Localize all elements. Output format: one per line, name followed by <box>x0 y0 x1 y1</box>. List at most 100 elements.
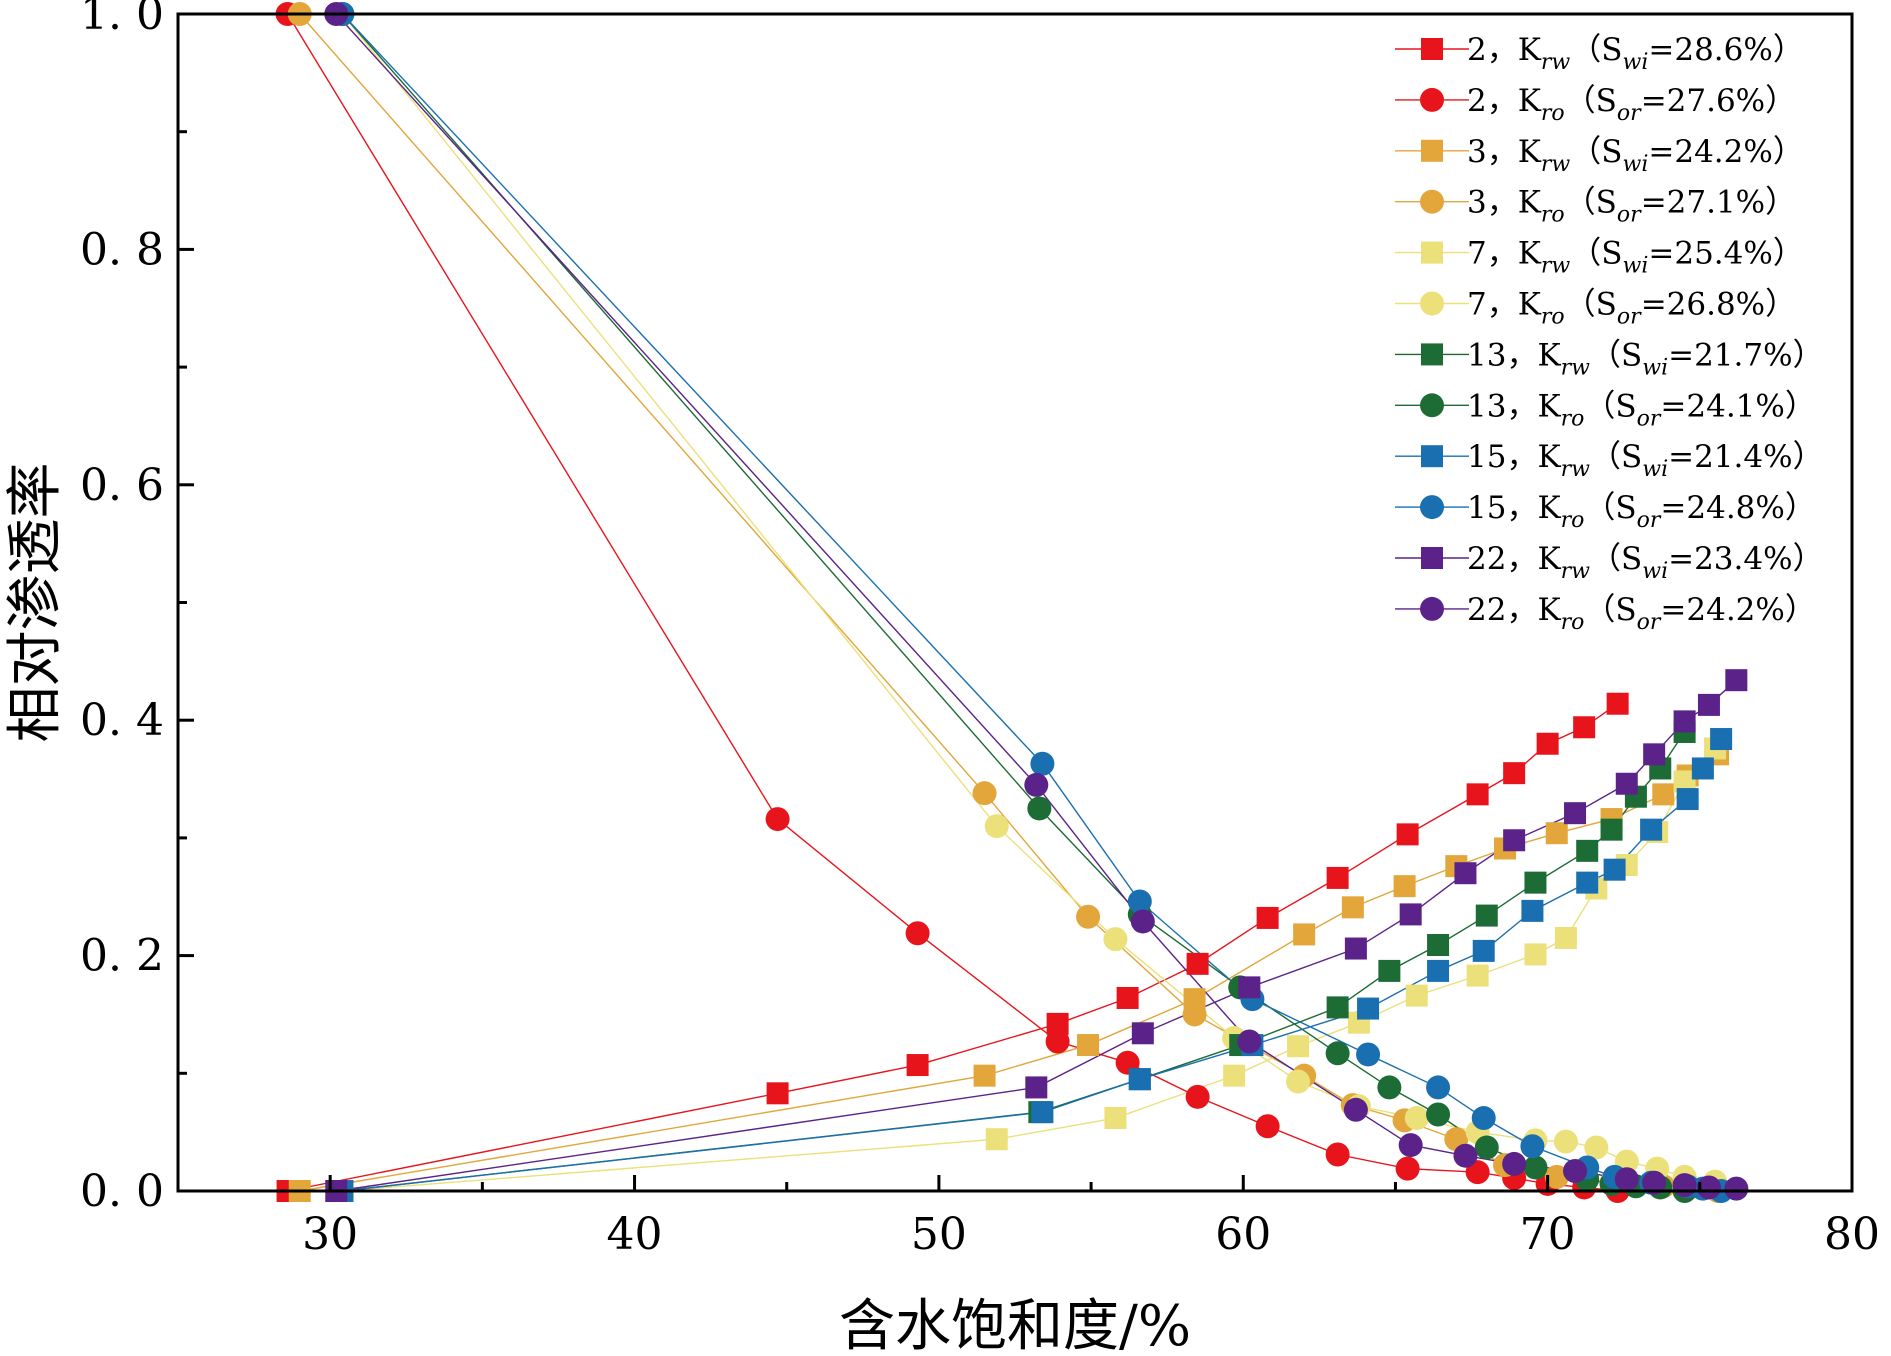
legend-marker <box>1421 139 1443 162</box>
legend-k: K <box>1537 388 1561 424</box>
data-point-square <box>1293 923 1316 946</box>
legend-separator: ， <box>1506 337 1537 373</box>
legend-s: S <box>1601 236 1622 272</box>
legend-separator: ， <box>1487 287 1518 323</box>
data-point-circle <box>1127 889 1152 914</box>
legend-s-subscript: or <box>1617 305 1642 330</box>
data-point-circle <box>1584 1135 1609 1160</box>
legend-k-subscript: rw <box>1541 152 1571 177</box>
legend-value: =26.8% <box>1641 287 1765 323</box>
legend-close-paren: ） <box>1793 337 1824 373</box>
legend-s-subscript: wi <box>1623 152 1649 177</box>
legend-open-paren: （ <box>1565 185 1596 221</box>
legend-label: 2，Kro（Sor=27.6%） <box>1467 83 1796 126</box>
legend-value: =21.7% <box>1668 337 1792 373</box>
legend-sample-id: 22 <box>1467 592 1506 628</box>
legend-k: K <box>1537 490 1561 526</box>
legend-open-paren: （ <box>1590 541 1621 577</box>
data-point-circle <box>1523 1155 1548 1180</box>
data-point-square <box>1600 818 1623 841</box>
x-tick-label: 40 <box>607 1209 663 1260</box>
legend-sample-id: 15 <box>1467 490 1506 526</box>
legend-k: K <box>1537 541 1561 577</box>
series-markers <box>275 2 1749 1203</box>
data-point-circle <box>1672 1173 1697 1198</box>
legend-k: K <box>1518 134 1542 170</box>
legend-k-subscript: ro <box>1561 610 1585 635</box>
data-point-square <box>1341 896 1364 919</box>
x-axis: 30 40 50 60 70 80 <box>176 1175 1880 1260</box>
legend-k-subscript: ro <box>1541 203 1565 228</box>
data-point-square <box>766 1082 789 1105</box>
legend-marker <box>1420 189 1444 214</box>
legend-separator: ， <box>1506 439 1537 475</box>
data-point-circle <box>1237 1029 1262 1054</box>
legend-s-subscript: or <box>1637 610 1662 635</box>
legend-sample-id: 2 <box>1467 32 1487 68</box>
data-point-square <box>1256 906 1279 929</box>
data-point-circle <box>1614 1167 1639 1192</box>
legend-open-paren: （ <box>1570 236 1601 272</box>
legend-open-paren: （ <box>1570 32 1601 68</box>
legend-sample-id: 15 <box>1467 439 1506 475</box>
data-point-circle <box>1045 1029 1070 1054</box>
data-point-circle <box>1465 1160 1490 1185</box>
data-point-square <box>1238 976 1261 999</box>
data-point-square <box>1466 964 1489 987</box>
legend-open-paren: （ <box>1590 337 1621 373</box>
legend-label: 15，Kro（Sor=24.8%） <box>1467 490 1816 533</box>
legend-s: S <box>1621 337 1642 373</box>
legend-s: S <box>1615 592 1636 628</box>
y-tick-label: 0. 4 <box>80 695 164 746</box>
legend-marker <box>1420 87 1444 112</box>
legend-close-paren: ） <box>1773 236 1804 272</box>
data-point-square <box>1676 788 1699 811</box>
legend-value: =25.4% <box>1648 236 1772 272</box>
legend-k: K <box>1518 83 1542 119</box>
legend-value: =23.4% <box>1668 541 1792 577</box>
y-tick-label: 0. 2 <box>80 931 164 982</box>
legend-separator: ， <box>1487 83 1518 119</box>
data-point-square <box>1524 943 1547 966</box>
data-point-circle <box>972 781 997 806</box>
data-point-circle <box>1030 751 1055 776</box>
data-point-square <box>1344 937 1367 960</box>
data-point-circle <box>1027 796 1052 821</box>
data-point-square <box>1399 903 1422 926</box>
data-point-circle <box>1024 772 1049 797</box>
y-tick-label: 0. 8 <box>80 224 164 275</box>
data-point-circle <box>1474 1135 1499 1160</box>
data-point-circle <box>984 814 1009 839</box>
legend-marker <box>1421 241 1443 264</box>
data-point-square <box>1128 1068 1151 1091</box>
legend-separator: ， <box>1506 592 1537 628</box>
legend-close-paren: ） <box>1765 287 1796 323</box>
data-point-square <box>1652 783 1675 806</box>
legend-label: 22，Krw（Swi=23.4%） <box>1467 541 1824 584</box>
legend-label: 22，Kro（Sor=24.2%） <box>1467 592 1816 635</box>
data-point-circle <box>1325 1041 1350 1066</box>
data-point-circle <box>1696 1175 1721 1200</box>
legend-label: 7，Krw（Swi=25.4%） <box>1467 236 1804 279</box>
legend-k: K <box>1518 236 1542 272</box>
legend-close-paren: ） <box>1773 32 1804 68</box>
data-point-square <box>1564 802 1587 825</box>
data-point-square <box>1104 1107 1127 1130</box>
x-axis-title: 含水饱和度/% <box>839 1294 1191 1356</box>
data-point-square <box>1573 716 1596 739</box>
data-point-square <box>1673 770 1696 793</box>
legend-label: 2，Krw（Swi=28.6%） <box>1467 32 1804 75</box>
data-point-square <box>1046 1012 1069 1035</box>
legend-s: S <box>1596 185 1617 221</box>
legend-k-subscript: ro <box>1541 101 1565 126</box>
legend-value: =27.6% <box>1641 83 1765 119</box>
legend-s-subscript: or <box>1637 406 1662 431</box>
series-line <box>299 753 1719 1192</box>
data-point-square <box>1554 926 1577 949</box>
data-point-square <box>1503 762 1526 785</box>
legend-open-paren: （ <box>1570 134 1601 170</box>
legend-close-paren: ） <box>1765 185 1796 221</box>
data-point-circle <box>1553 1129 1578 1154</box>
data-point-circle <box>1544 1164 1569 1189</box>
